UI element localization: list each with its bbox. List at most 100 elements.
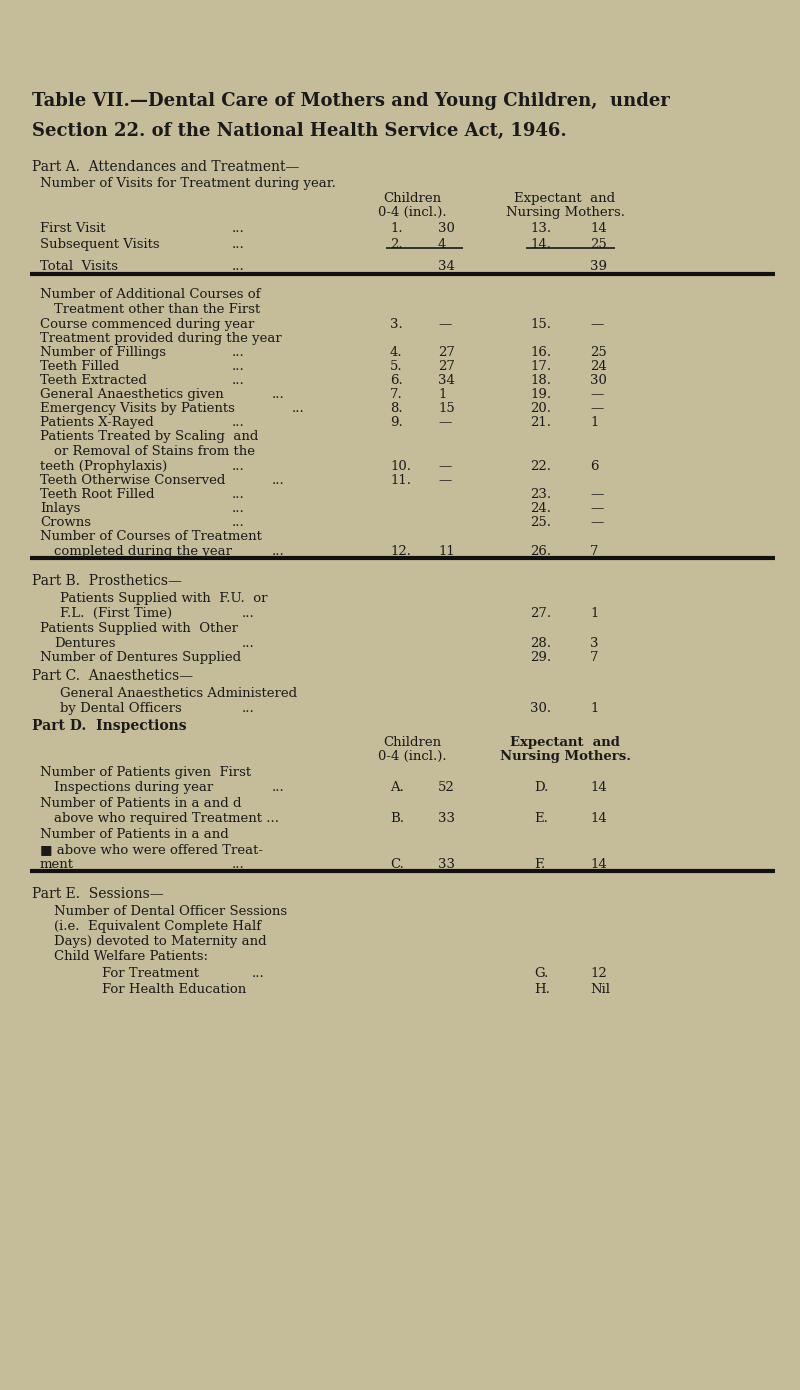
- Text: Total  Visits: Total Visits: [40, 260, 118, 272]
- Text: Patients X-Rayed: Patients X-Rayed: [40, 416, 154, 430]
- Text: 7.: 7.: [390, 388, 402, 400]
- Text: 1.: 1.: [390, 222, 402, 235]
- Text: —: —: [438, 474, 451, 486]
- Text: ...: ...: [272, 545, 285, 557]
- Text: ...: ...: [232, 502, 245, 516]
- Text: Section 22. of the National Health Service Act, 1946.: Section 22. of the National Health Servi…: [32, 122, 566, 140]
- Text: —: —: [438, 416, 451, 430]
- Text: 14: 14: [590, 858, 606, 872]
- Text: 14: 14: [590, 222, 606, 235]
- Text: ...: ...: [272, 781, 285, 794]
- Text: ...: ...: [242, 702, 254, 714]
- Text: Number of Patients given  First: Number of Patients given First: [40, 766, 251, 778]
- Text: Patients Supplied with  F.U.  or: Patients Supplied with F.U. or: [60, 592, 267, 605]
- Text: 6.: 6.: [390, 374, 402, 386]
- Text: Number of Patients in a and: Number of Patients in a and: [40, 828, 229, 841]
- Text: E.: E.: [534, 812, 548, 826]
- Text: H.: H.: [534, 983, 550, 997]
- Text: Number of Fillings: Number of Fillings: [40, 346, 166, 359]
- Text: 24.: 24.: [530, 502, 551, 516]
- Text: Teeth Otherwise Conserved: Teeth Otherwise Conserved: [40, 474, 226, 486]
- Text: ...: ...: [242, 607, 254, 620]
- Text: F.: F.: [534, 858, 546, 872]
- Text: 7: 7: [590, 545, 598, 557]
- Text: Patients Treated by Scaling  and: Patients Treated by Scaling and: [40, 430, 258, 443]
- Text: ment: ment: [40, 858, 74, 872]
- Text: 21.: 21.: [530, 416, 551, 430]
- Text: 3: 3: [590, 637, 598, 651]
- Text: 27.: 27.: [530, 607, 551, 620]
- Text: Treatment other than the First: Treatment other than the First: [54, 303, 260, 316]
- Text: 0-4 (incl.).: 0-4 (incl.).: [378, 751, 446, 763]
- Text: 29.: 29.: [530, 651, 551, 664]
- Text: Patients Supplied with  Other: Patients Supplied with Other: [40, 621, 238, 635]
- Text: General Anaesthetics Administered: General Anaesthetics Administered: [60, 687, 297, 701]
- Text: 33: 33: [438, 858, 455, 872]
- Text: 17.: 17.: [530, 360, 551, 373]
- Text: 27: 27: [438, 346, 455, 359]
- Text: Nursing Mothers.: Nursing Mothers.: [499, 751, 630, 763]
- Text: First Visit: First Visit: [40, 222, 106, 235]
- Text: 19.: 19.: [530, 388, 551, 400]
- Text: Nursing Mothers.: Nursing Mothers.: [506, 206, 625, 220]
- Text: Number of Patients in a and d: Number of Patients in a and d: [40, 796, 242, 810]
- Text: Part D.  Inspections: Part D. Inspections: [32, 719, 186, 733]
- Text: Teeth Extracted: Teeth Extracted: [40, 374, 147, 386]
- Text: 27: 27: [438, 360, 455, 373]
- Text: ■ above who were offered Treat-: ■ above who were offered Treat-: [40, 842, 263, 856]
- Text: 1: 1: [590, 607, 598, 620]
- Text: Expectant  and: Expectant and: [510, 735, 620, 749]
- Text: D.: D.: [534, 781, 548, 794]
- Text: 14: 14: [590, 812, 606, 826]
- Text: 22.: 22.: [530, 460, 551, 473]
- Text: Number of Courses of Treatment: Number of Courses of Treatment: [40, 530, 262, 543]
- Text: Emergency Visits by Patients: Emergency Visits by Patients: [40, 402, 235, 416]
- Text: 26.: 26.: [530, 545, 551, 557]
- Text: 34: 34: [438, 374, 455, 386]
- Text: —: —: [590, 388, 603, 400]
- Text: Inlays: Inlays: [40, 502, 80, 516]
- Text: 33: 33: [438, 812, 455, 826]
- Text: ...: ...: [232, 260, 245, 272]
- Text: Treatment provided during the year: Treatment provided during the year: [40, 332, 282, 345]
- Text: teeth (Prophylaxis): teeth (Prophylaxis): [40, 460, 167, 473]
- Text: or Removal of Stains from the: or Removal of Stains from the: [54, 445, 255, 457]
- Text: 25: 25: [590, 238, 606, 252]
- Text: Number of Dental Officer Sessions: Number of Dental Officer Sessions: [54, 905, 287, 917]
- Text: 30.: 30.: [530, 702, 551, 714]
- Text: 12: 12: [590, 967, 606, 980]
- Text: ...: ...: [232, 460, 245, 473]
- Text: 25: 25: [590, 346, 606, 359]
- Text: 1: 1: [590, 702, 598, 714]
- Text: ...: ...: [272, 474, 285, 486]
- Text: —: —: [590, 488, 603, 500]
- Text: above who required Treatment ...: above who required Treatment ...: [54, 812, 279, 826]
- Text: B.: B.: [390, 812, 404, 826]
- Text: ...: ...: [232, 858, 245, 872]
- Text: A.: A.: [390, 781, 404, 794]
- Text: ...: ...: [232, 374, 245, 386]
- Text: by Dental Officers: by Dental Officers: [60, 702, 182, 714]
- Text: 25.: 25.: [530, 516, 551, 530]
- Text: 4: 4: [438, 238, 446, 252]
- Text: 11.: 11.: [390, 474, 411, 486]
- Text: For Health Education: For Health Education: [102, 983, 246, 997]
- Text: Course commenced during year: Course commenced during year: [40, 318, 254, 331]
- Text: Part B.  Prosthetics—: Part B. Prosthetics—: [32, 574, 182, 588]
- Text: 15: 15: [438, 402, 454, 416]
- Text: —: —: [590, 402, 603, 416]
- Text: 14.: 14.: [530, 238, 551, 252]
- Text: (i.e.  Equivalent Complete Half: (i.e. Equivalent Complete Half: [54, 920, 261, 933]
- Text: 10.: 10.: [390, 460, 411, 473]
- Text: 24: 24: [590, 360, 606, 373]
- Text: Child Welfare Patients:: Child Welfare Patients:: [54, 949, 208, 963]
- Text: Number of Dentures Supplied: Number of Dentures Supplied: [40, 651, 241, 664]
- Text: 9.: 9.: [390, 416, 402, 430]
- Text: 18.: 18.: [530, 374, 551, 386]
- Text: G.: G.: [534, 967, 548, 980]
- Text: —: —: [438, 318, 451, 331]
- Text: 6: 6: [590, 460, 598, 473]
- Text: —: —: [590, 318, 603, 331]
- Text: ...: ...: [292, 402, 305, 416]
- Text: 34: 34: [438, 260, 455, 272]
